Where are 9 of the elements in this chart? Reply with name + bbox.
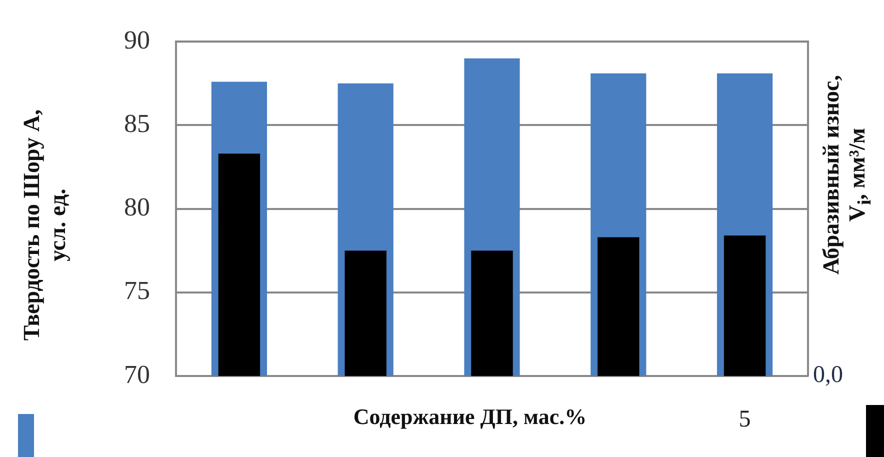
x-tick-label: 5 xyxy=(738,406,751,433)
x-axis-title: Содержание ДП, мас.% xyxy=(352,404,588,430)
y-tick-label: 75 xyxy=(124,276,150,306)
y-tick-label: 90 xyxy=(124,25,150,54)
y-tick-label: 85 xyxy=(124,109,150,138)
text: 0,0 xyxy=(813,362,843,389)
y-tick-label: 80 xyxy=(124,192,150,222)
y-tick-label: 70 xyxy=(124,360,150,389)
y-axis-title: Твердость по Шору А, усл. ед. xyxy=(19,108,71,343)
